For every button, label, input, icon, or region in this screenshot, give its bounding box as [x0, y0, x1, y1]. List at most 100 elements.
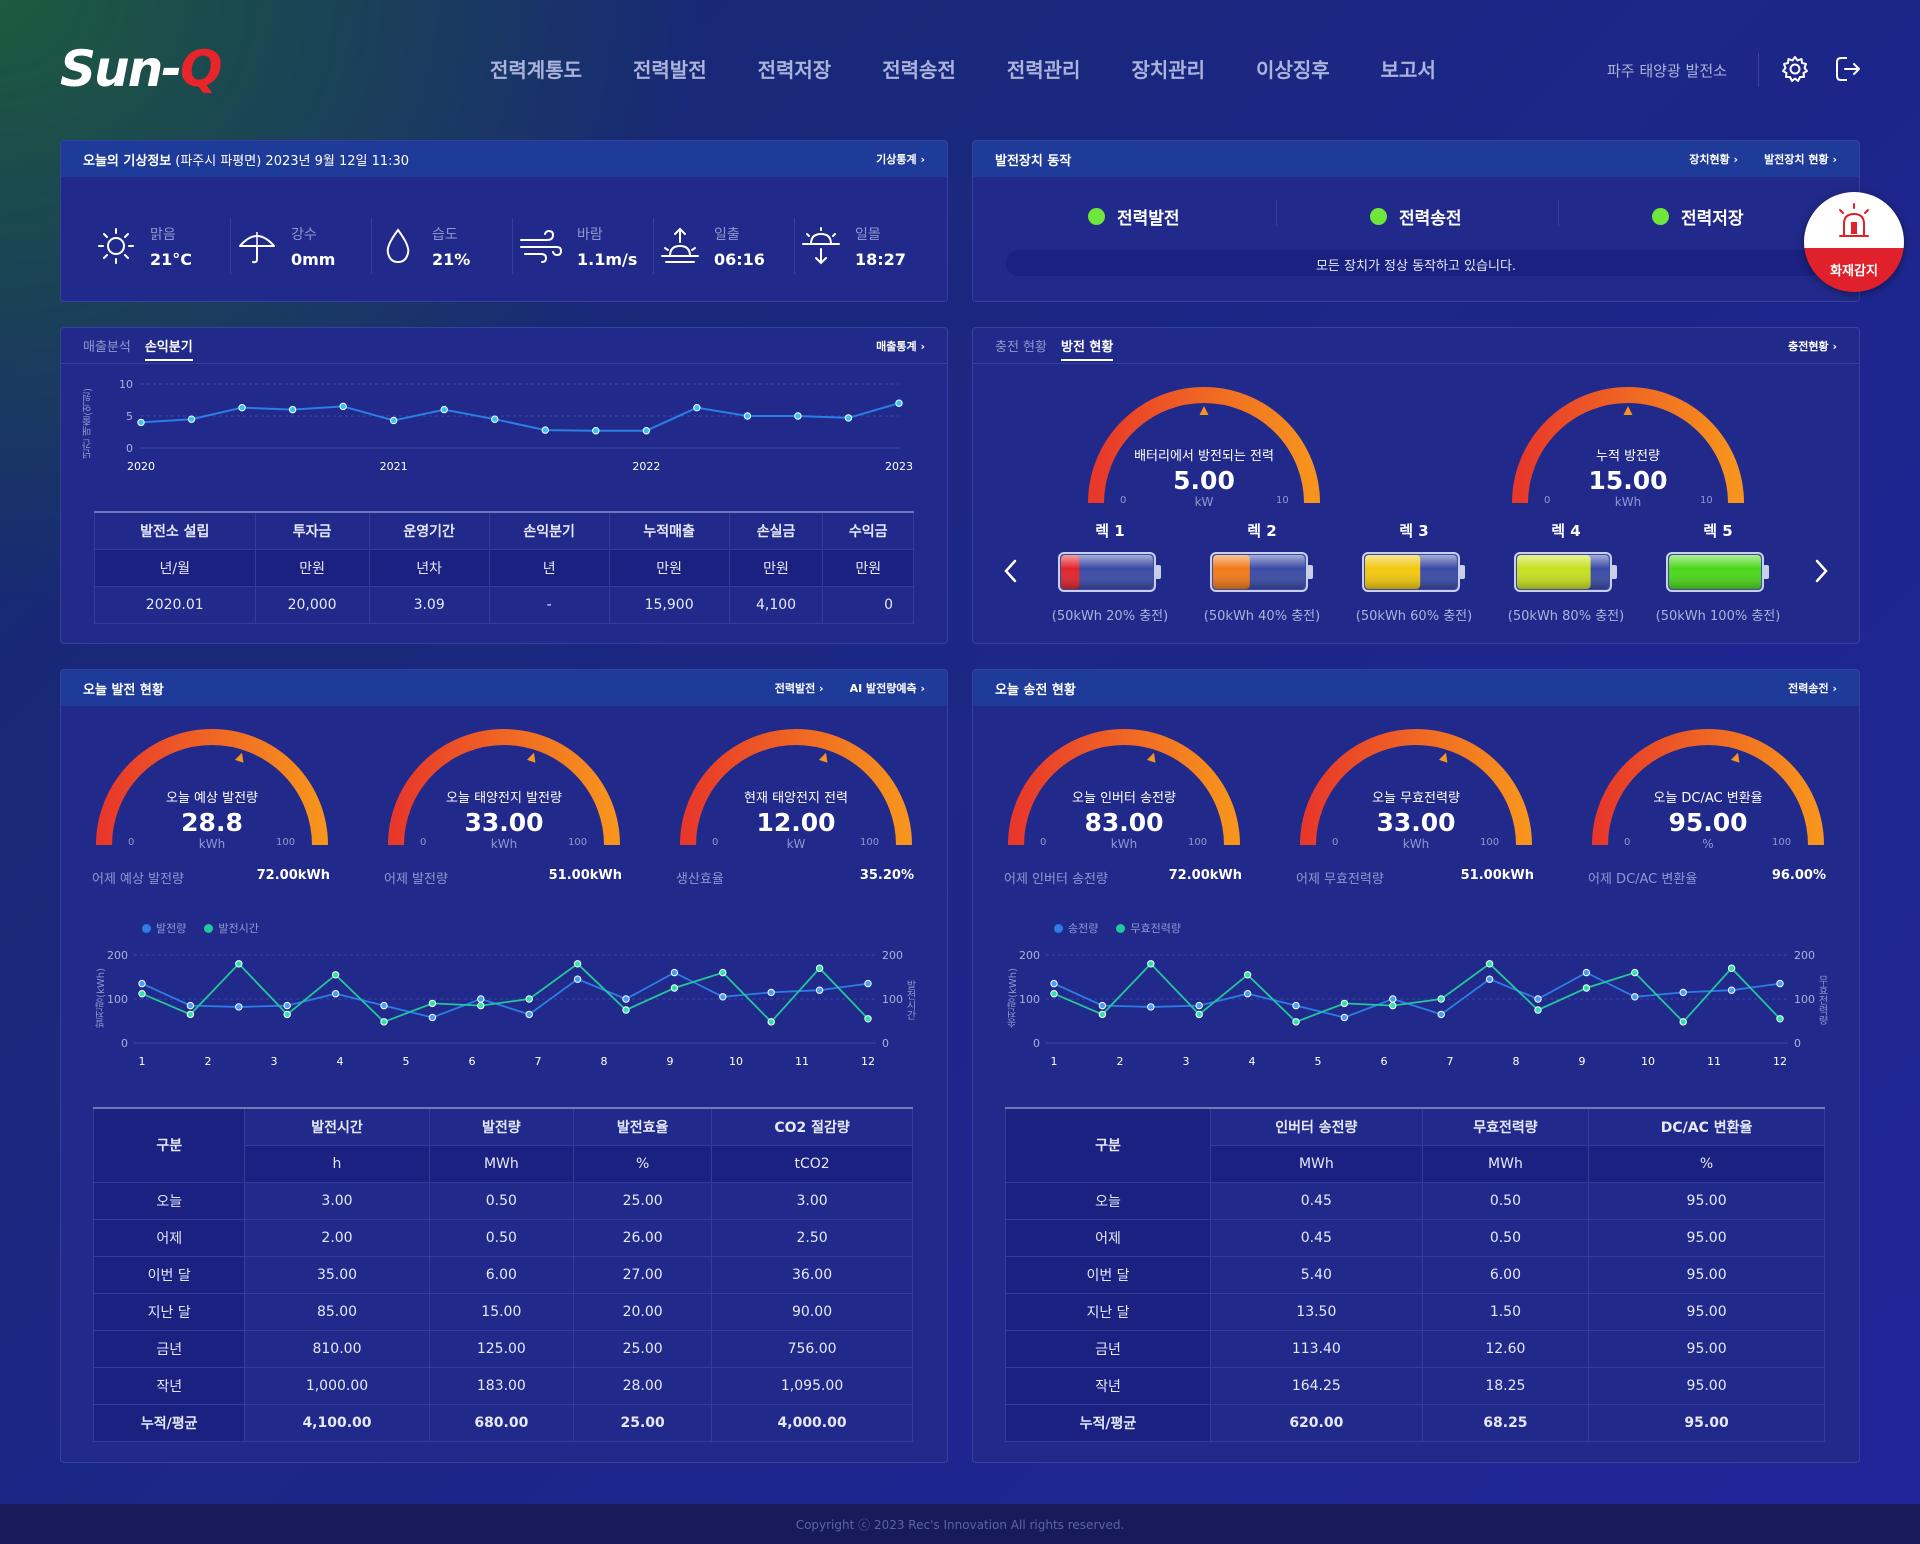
- table-unit: 년/월: [94, 548, 256, 587]
- data-point: [1679, 988, 1687, 997]
- data-point: [743, 412, 752, 420]
- site-name[interactable]: 파주 태양광 발전소: [1607, 62, 1727, 80]
- table-row: 어제 2.00 0.50 26.00 2.50: [92, 1218, 913, 1257]
- x-tick-label: 6: [469, 1055, 476, 1068]
- nav-item[interactable]: 보고서: [1380, 58, 1436, 82]
- table-cell: 0: [822, 585, 914, 624]
- weather-label: 일몰: [855, 226, 881, 243]
- x-tick-label: 10: [1641, 1055, 1655, 1068]
- status-power-storage: 전력저장: [1652, 204, 1744, 229]
- table-row: 금년 810.00 125.00 25.00 756.00: [92, 1329, 913, 1368]
- chevron-left-icon[interactable]: [1000, 556, 1022, 586]
- weather-label: 맑음: [150, 226, 176, 243]
- series-line: [1053, 971, 1781, 1019]
- table-group-header: 구분: [1005, 1107, 1211, 1183]
- transmission-ylabel-left: 송전량(kWh): [1008, 968, 1019, 1028]
- data-point: [844, 414, 853, 422]
- series-line: [141, 962, 869, 1024]
- nav-item[interactable]: 전력발전: [633, 58, 707, 82]
- gauge-arc: [1300, 729, 1532, 846]
- sales-stats-link[interactable]: 매출통계 ›: [876, 339, 925, 353]
- gauge-stat: 어제 무효전력량 51.00kWh: [1296, 868, 1534, 887]
- battery-terminal: [1307, 565, 1313, 579]
- gear-icon[interactable]: [1780, 54, 1810, 84]
- x-tick-label: 2022: [632, 460, 660, 473]
- table-unit: %: [573, 1144, 713, 1183]
- footer-copyright: Copyright ⓒ 2023 Rec's Innovation All ri…: [0, 1504, 1920, 1544]
- nav-item[interactable]: 전력계통도: [490, 58, 582, 82]
- rack-item[interactable]: 렉 5 (50kWh 100% 충전): [1655, 522, 1781, 624]
- weather-label: 습도: [432, 226, 458, 243]
- data-point: [238, 403, 246, 412]
- data-point: [1534, 995, 1542, 1003]
- gauge-arc: [1512, 387, 1744, 504]
- gauge-arc: [388, 729, 620, 846]
- nav-item[interactable]: 장치관리: [1131, 58, 1206, 82]
- generation-ylabel-left: 발전량(kWh): [96, 968, 107, 1028]
- weather-label: 일출: [714, 226, 740, 243]
- device-status-link[interactable]: 장치현황 ›: [1689, 153, 1739, 166]
- logo[interactable]: Sun-Q: [60, 40, 222, 98]
- generator-status-link[interactable]: 발전장치 현황 ›: [1764, 153, 1837, 166]
- data-point: [186, 1001, 195, 1010]
- finance-ylabel: 년간 매출(억원): [83, 388, 94, 459]
- data-point: [428, 1013, 437, 1022]
- legend-item: 발전시간: [204, 920, 259, 936]
- power-transmission-link[interactable]: 전력송전 ›: [1788, 682, 1837, 695]
- nav-item[interactable]: 전력송전: [882, 58, 956, 82]
- y-tick-label: 200: [882, 949, 903, 962]
- weather-header: 오늘의 기상정보 (파주시 파평면) 2023년 9월 12일 11:30 기상…: [61, 141, 947, 177]
- data-point: [339, 402, 347, 411]
- tab-charge-status[interactable]: 충전 현황: [995, 340, 1047, 355]
- weather-value: 06:16: [714, 249, 765, 269]
- weather-value: 18:27: [855, 249, 906, 269]
- rack-item[interactable]: 렉 1 (50kWh 20% 충전): [1051, 522, 1169, 624]
- dcac-conversion-gauge-text: 오늘 DC/AC 변환율 95.00%: [1653, 791, 1763, 851]
- nav-item[interactable]: 전력저장: [757, 58, 832, 82]
- gauge-min: 0: [1040, 837, 1047, 848]
- table-row: 금년 113.40 12.60 95.00: [1005, 1329, 1825, 1368]
- tab-break-even[interactable]: 손익분기: [144, 336, 193, 361]
- fire-alarm-badge[interactable]: 화재감지: [1804, 192, 1904, 292]
- rack-item[interactable]: 렉 4 (50kWh 80% 충전): [1507, 522, 1625, 624]
- battery-icon: [1210, 552, 1313, 592]
- rack-item[interactable]: 렉 2 (50kWh 40% 충전): [1203, 522, 1321, 624]
- rack-item[interactable]: 렉 3 (50kWh 60% 충전): [1355, 522, 1473, 624]
- data-point: [235, 1003, 243, 1011]
- devices-header: 발전장치 동작 장치현황 › 발전장치 현황 ›: [973, 141, 1859, 177]
- data-point: [592, 427, 600, 435]
- chevron-right-icon[interactable]: [1810, 556, 1832, 586]
- table-header: 무효전력량: [1421, 1107, 1590, 1146]
- gauge-max: 100: [1188, 837, 1208, 848]
- data-point: [1776, 979, 1784, 988]
- x-tick-label: 12: [1773, 1055, 1787, 1068]
- nav-item[interactable]: 전력관리: [1006, 58, 1081, 82]
- data-point: [477, 995, 485, 1003]
- data-point: [138, 990, 146, 998]
- data-point: [283, 1001, 291, 1010]
- y-tick-label: 0: [1033, 1037, 1040, 1050]
- data-point: [389, 416, 398, 425]
- weather-item: 습도 21%: [372, 218, 513, 274]
- ai-forecast-link[interactable]: AI 발전량예측 ›: [849, 682, 925, 695]
- gauge-arc: [680, 729, 912, 846]
- gauge-arc: [1008, 729, 1240, 846]
- tab-sales-analysis[interactable]: 매출분석: [83, 340, 131, 355]
- table-unit: %: [1588, 1144, 1825, 1183]
- data-point: [235, 960, 243, 968]
- charge-status-link[interactable]: 충전현황 ›: [1788, 339, 1837, 353]
- weather-item: 일출 06:16: [654, 218, 795, 274]
- x-tick-label: 12: [861, 1055, 875, 1068]
- weather-item: 일몰 18:27: [795, 218, 936, 274]
- generation-table: 구분 발전시간 발전량 발전효율 CO2 절감량 h MWh % tCO2 오늘…: [92, 1107, 913, 1442]
- gauge-stat: 어제 발전량 51.00kWh: [384, 868, 622, 887]
- logout-icon[interactable]: [1833, 54, 1863, 84]
- weather-stats-link[interactable]: 기상통계 ›: [876, 153, 925, 166]
- gauge-stat: 어제 예상 발전량 72.00kWh: [92, 868, 330, 887]
- tab-discharge-status[interactable]: 방전 현황: [1060, 336, 1114, 361]
- table-row: 어제 0.45 0.50 95.00: [1005, 1218, 1825, 1257]
- power-generation-link[interactable]: 전력발전 ›: [774, 682, 824, 695]
- data-point: [815, 986, 824, 994]
- gauge-arc: [96, 729, 328, 846]
- nav-item[interactable]: 이상징후: [1256, 58, 1330, 82]
